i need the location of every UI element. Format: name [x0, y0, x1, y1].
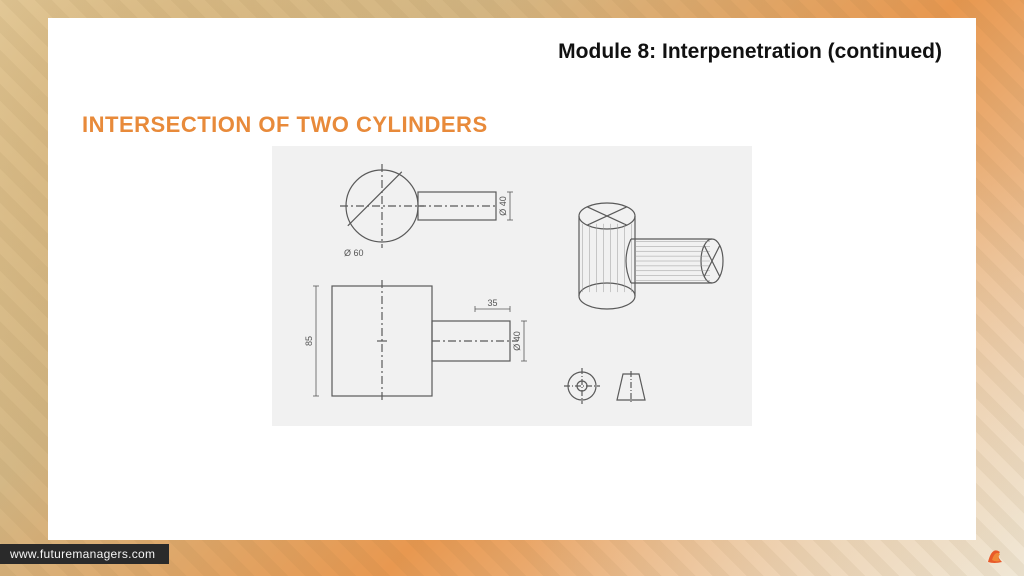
svg-text:Ø 40: Ø 40 — [498, 196, 508, 216]
svg-text:Ø 60: Ø 60 — [344, 248, 364, 258]
brand-logo — [982, 542, 1010, 566]
engineering-diagram: Ø 60 Ø 40 85 35 Ø 40 — [272, 146, 752, 426]
svg-text:35: 35 — [487, 298, 497, 308]
footer-url: www.futuremanagers.com — [0, 544, 169, 564]
slide-card: Module 8: Interpenetration (continued) I… — [48, 18, 976, 540]
svg-text:Ø 40: Ø 40 — [512, 331, 522, 351]
section-title: INTERSECTION OF TWO CYLINDERS — [82, 112, 942, 138]
module-header: Module 8: Interpenetration (continued) — [82, 40, 942, 64]
diagram-svg: Ø 60 Ø 40 85 35 Ø 40 — [272, 146, 752, 426]
svg-text:85: 85 — [304, 336, 314, 346]
